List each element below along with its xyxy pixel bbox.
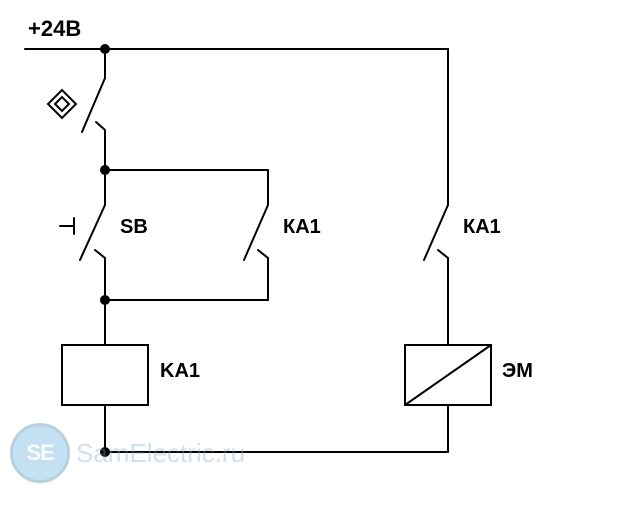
ka1-coil-box <box>62 345 148 405</box>
sb-fixed-tick <box>95 250 105 258</box>
solenoid-diagonal <box>405 345 491 405</box>
circuit-canvas <box>0 0 617 511</box>
sb-arm <box>80 205 105 260</box>
proximity-symbol <box>48 90 76 118</box>
sb-label: SB <box>120 216 148 239</box>
ka1-coil-label: KA1 <box>160 360 200 383</box>
ka1-latch-tick <box>258 250 268 258</box>
sensor-fixed-tick <box>96 122 105 130</box>
supply-label: +24B <box>28 16 81 42</box>
ka1-latch-arm <box>244 205 268 260</box>
ka1-latch-label: КА1 <box>283 216 321 239</box>
ka1-load-arm <box>424 205 448 260</box>
sensor-contact-arm <box>82 78 105 132</box>
sb-actuator <box>60 218 74 234</box>
solenoid-label: ЭМ <box>502 360 533 383</box>
ka1-load-tick <box>438 250 448 258</box>
ka1-load-label: КА1 <box>463 216 501 239</box>
